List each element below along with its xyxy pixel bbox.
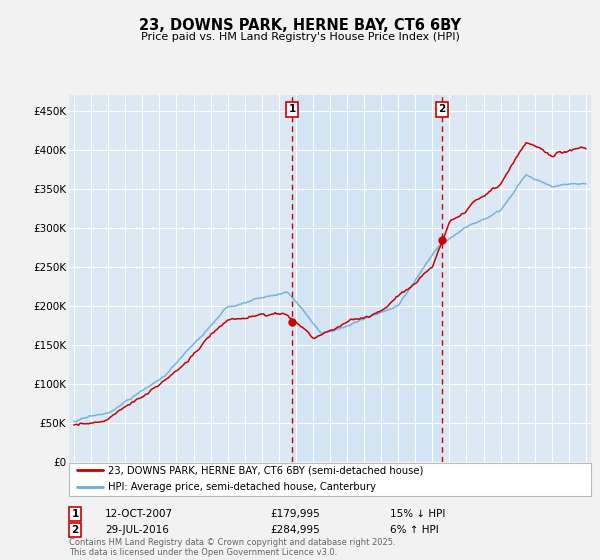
Text: 29-JUL-2016: 29-JUL-2016: [105, 525, 169, 535]
Bar: [292, 95, 442, 462]
Text: Contains HM Land Registry data © Crown copyright and database right 2025.
This d: Contains HM Land Registry data © Crown c…: [69, 538, 395, 557]
Text: 15% ↓ HPI: 15% ↓ HPI: [390, 509, 445, 519]
Text: Price paid vs. HM Land Registry's House Price Index (HPI): Price paid vs. HM Land Registry's House …: [140, 32, 460, 43]
Text: £284,995: £284,995: [270, 525, 320, 535]
Text: HPI: Average price, semi-detached house, Canterbury: HPI: Average price, semi-detached house,…: [108, 483, 376, 492]
Text: 2: 2: [439, 104, 446, 114]
Text: £179,995: £179,995: [270, 509, 320, 519]
Text: 23, DOWNS PARK, HERNE BAY, CT6 6BY: 23, DOWNS PARK, HERNE BAY, CT6 6BY: [139, 18, 461, 33]
Text: 23, DOWNS PARK, HERNE BAY, CT6 6BY (semi-detached house): 23, DOWNS PARK, HERNE BAY, CT6 6BY (semi…: [108, 465, 424, 475]
Text: 6% ↑ HPI: 6% ↑ HPI: [390, 525, 439, 535]
Text: 2: 2: [71, 525, 79, 535]
Text: 1: 1: [71, 509, 79, 519]
Text: 1: 1: [289, 104, 296, 114]
Text: 12-OCT-2007: 12-OCT-2007: [105, 509, 173, 519]
